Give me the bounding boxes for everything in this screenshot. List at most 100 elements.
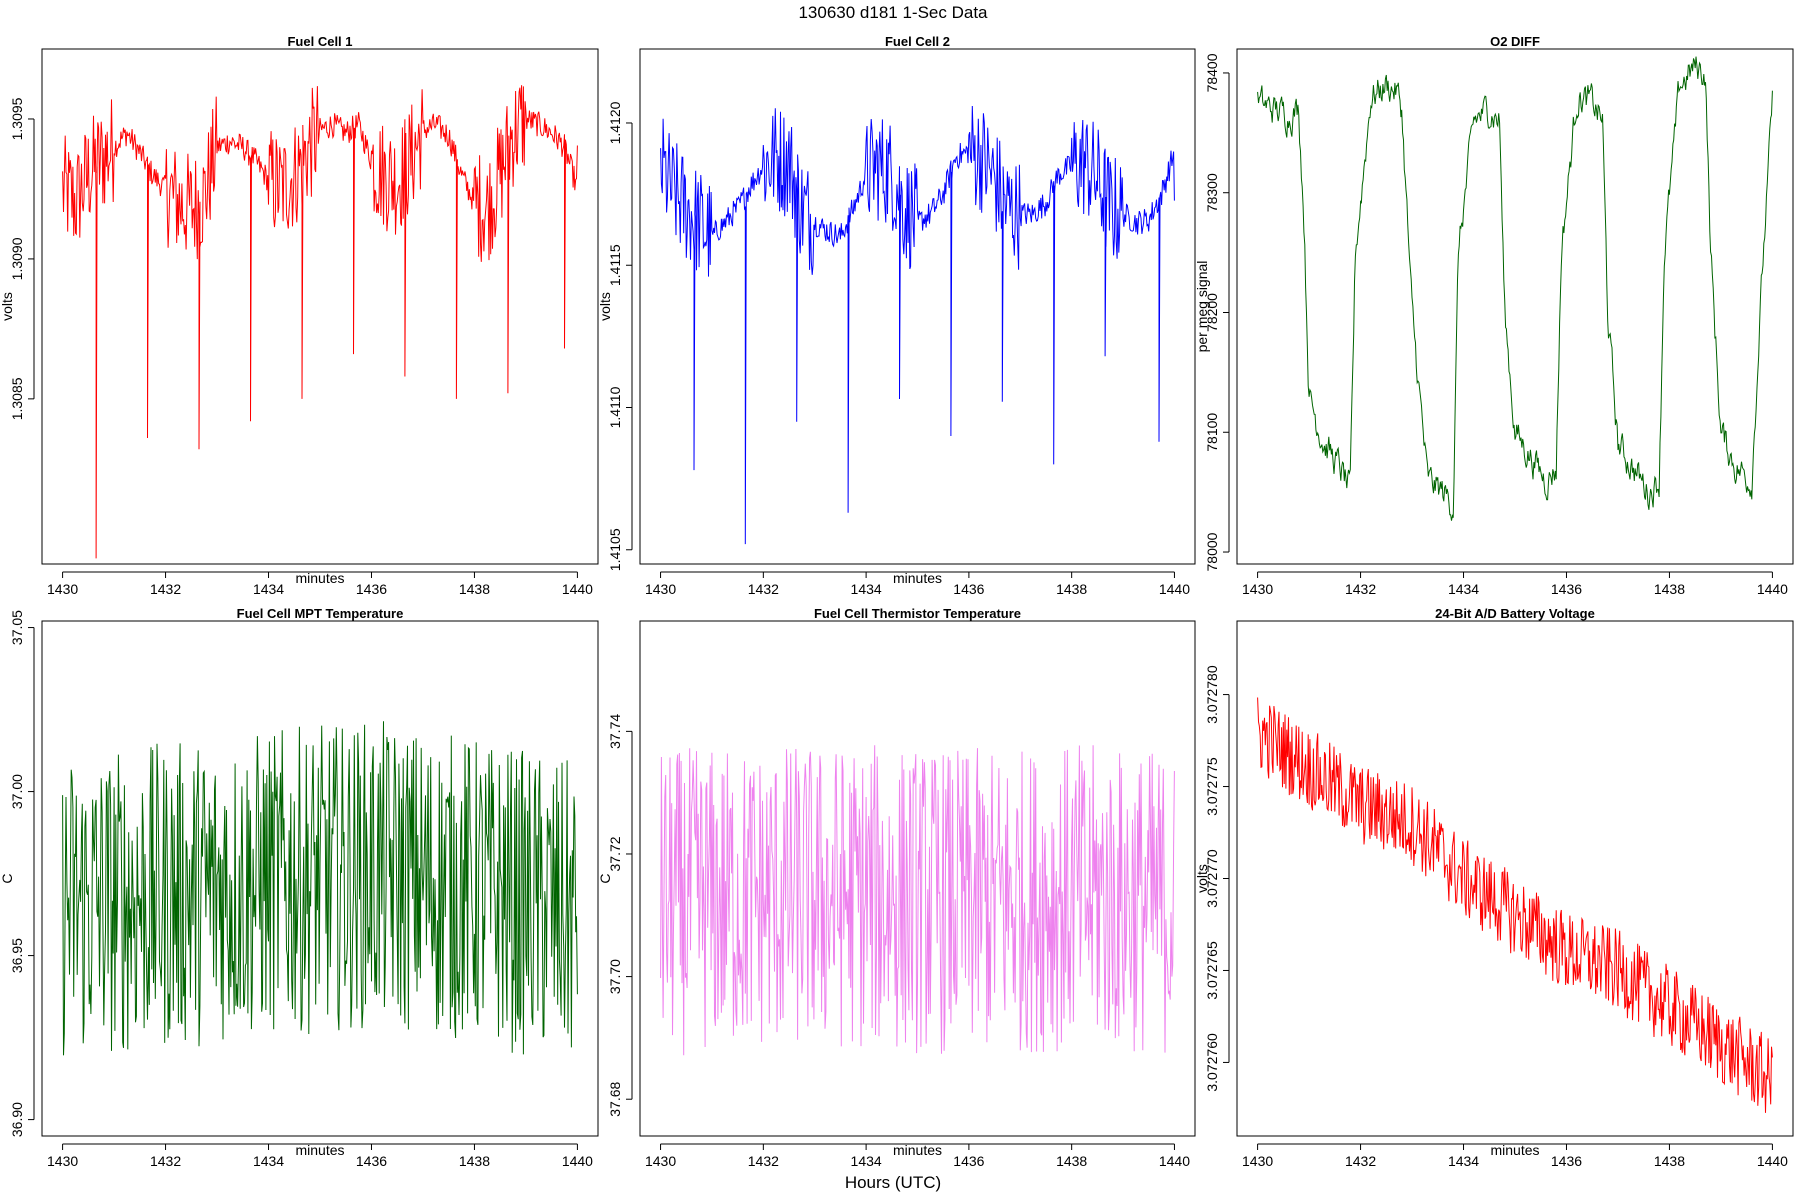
y-tick-label: 37.00 — [9, 774, 25, 809]
series-line — [1257, 56, 1773, 521]
plot-frame — [41, 48, 599, 565]
x-tick-label: 1432 — [150, 1153, 181, 1169]
x-tick-label: 1436 — [356, 1153, 387, 1169]
x-tick-label: 1438 — [1654, 581, 1685, 597]
panels-group: Fuel Cell 1 1430 1432 1434 1436 1438 1440 minut… — [0, 34, 1794, 1169]
y-tick-label: 1.3085 — [9, 377, 25, 420]
x-tick-label: 1436 — [356, 581, 387, 597]
x-tick-label: 1430 — [645, 1153, 676, 1169]
x-tick-label: 1440 — [1159, 1153, 1190, 1169]
x-tick-label: 1438 — [459, 1153, 490, 1169]
panel-title: Fuel Cell Thermistor Temperature — [814, 606, 1021, 621]
y-tick-label: 37.72 — [607, 836, 623, 871]
y-tick-label: 78300 — [1204, 173, 1220, 212]
x-tick-label: 1432 — [748, 1153, 779, 1169]
y-tick-label: 78100 — [1204, 413, 1220, 452]
y-tick-label: 78000 — [1204, 532, 1220, 571]
x-axis-label: minutes — [1490, 1142, 1539, 1158]
y-tick-label: 3.072770 — [1204, 849, 1220, 908]
y-tick-label: 3.072760 — [1204, 1033, 1220, 1092]
plot-frame — [639, 620, 1196, 1137]
figure-title: 130630 d181 1-Sec Data — [798, 3, 988, 22]
y-axis-label: volts — [597, 292, 613, 321]
panel-title: 24-Bit A/D Battery Voltage — [1435, 606, 1595, 621]
x-tick-label: 1434 — [851, 581, 882, 597]
panel-1: Fuel Cell 1 1430 1432 1434 1436 1438 1440 minut… — [0, 34, 599, 597]
panel-3: O2 DIFF 1430 1432 1434 1436 1438 1440 78000 7810… — [1194, 34, 1794, 597]
plot-frame — [1236, 48, 1794, 565]
y-tick-label: 1.4115 — [607, 244, 623, 286]
y-tick-label: 37.68 — [607, 1081, 623, 1116]
x-tick-label: 1436 — [953, 1153, 984, 1169]
x-tick-label: 1438 — [1654, 1153, 1685, 1169]
y-tick-label: 1.3090 — [9, 237, 25, 280]
x-tick-label: 1438 — [459, 581, 490, 597]
figure-x-caption: Hours (UTC) — [845, 1173, 941, 1192]
series-line — [62, 721, 578, 1056]
x-tick-label: 1438 — [1056, 581, 1087, 597]
y-tick-label: 36.95 — [9, 938, 25, 973]
plot-frame — [639, 48, 1196, 565]
panel-title: Fuel Cell 1 — [287, 34, 352, 49]
panel-2: Fuel Cell 2 1430 1432 1434 1436 1438 1440 minut… — [597, 34, 1196, 597]
x-tick-label: 1440 — [562, 1153, 593, 1169]
x-tick-label: 1430 — [1242, 1153, 1273, 1169]
x-tick-label: 1440 — [1757, 581, 1788, 597]
x-tick-label: 1432 — [1345, 581, 1376, 597]
y-tick-label: 1.4120 — [607, 101, 623, 144]
series-line — [660, 105, 1175, 545]
x-axis-label: minutes — [893, 1142, 942, 1158]
panel-5: Fuel Cell Thermistor Temperature 1430 1432… — [597, 606, 1196, 1169]
y-tick-label: 3.072780 — [1204, 665, 1220, 724]
x-tick-label: 1430 — [1242, 581, 1273, 597]
x-tick-label: 1436 — [1551, 581, 1582, 597]
x-axis-label: minutes — [295, 570, 344, 586]
x-tick-label: 1430 — [645, 581, 676, 597]
x-axis-label: minutes — [893, 570, 942, 586]
y-tick-label: 37.74 — [607, 714, 623, 749]
x-tick-label: 1430 — [47, 1153, 78, 1169]
series-line — [1257, 697, 1773, 1113]
y-axis-label: volts — [1194, 864, 1210, 893]
x-tick-label: 1440 — [1159, 581, 1190, 597]
x-tick-label: 1432 — [150, 581, 181, 597]
y-axis-label: C — [597, 873, 613, 883]
panel-title: Fuel Cell MPT Temperature — [237, 606, 404, 621]
y-tick-label: 78200 — [1204, 293, 1220, 332]
panel-title: Fuel Cell 2 — [885, 34, 950, 49]
x-tick-label: 1434 — [253, 581, 284, 597]
x-tick-label: 1434 — [1448, 581, 1479, 597]
y-tick-label: 1.4105 — [607, 528, 623, 571]
y-axis-label: per meg signal — [1194, 261, 1210, 353]
x-axis-label: minutes — [295, 1142, 344, 1158]
y-tick-label: 1.4110 — [607, 386, 623, 428]
panel-title: O2 DIFF — [1490, 34, 1540, 49]
x-tick-label: 1434 — [253, 1153, 284, 1169]
x-tick-label: 1430 — [47, 581, 78, 597]
x-tick-label: 1436 — [1551, 1153, 1582, 1169]
panel-6: 24-Bit A/D Battery Voltage 1430 1432 1434 14… — [1194, 606, 1794, 1169]
y-tick-label: 3.072775 — [1204, 757, 1220, 816]
x-tick-label: 1432 — [1345, 1153, 1376, 1169]
plot-frame — [1236, 620, 1794, 1137]
y-tick-label: 36.90 — [9, 1102, 25, 1137]
y-tick-label: 78400 — [1204, 53, 1220, 92]
plot-frame — [41, 620, 599, 1137]
x-tick-label: 1438 — [1056, 1153, 1087, 1169]
panel-4: Fuel Cell MPT Temperature 1430 1432 1434 143… — [0, 606, 599, 1169]
y-tick-label: 37.05 — [9, 610, 25, 645]
y-axis-label: C — [0, 873, 15, 883]
x-tick-label: 1434 — [851, 1153, 882, 1169]
x-tick-label: 1440 — [562, 581, 593, 597]
series-line — [62, 85, 578, 559]
x-tick-label: 1432 — [748, 581, 779, 597]
y-tick-label: 3.072765 — [1204, 941, 1220, 1000]
y-tick-label: 1.3095 — [9, 97, 25, 140]
series-line — [660, 745, 1175, 1056]
y-tick-label: 37.70 — [607, 959, 623, 994]
x-tick-label: 1436 — [953, 581, 984, 597]
y-axis-label: volts — [0, 292, 15, 321]
x-tick-label: 1434 — [1448, 1153, 1479, 1169]
